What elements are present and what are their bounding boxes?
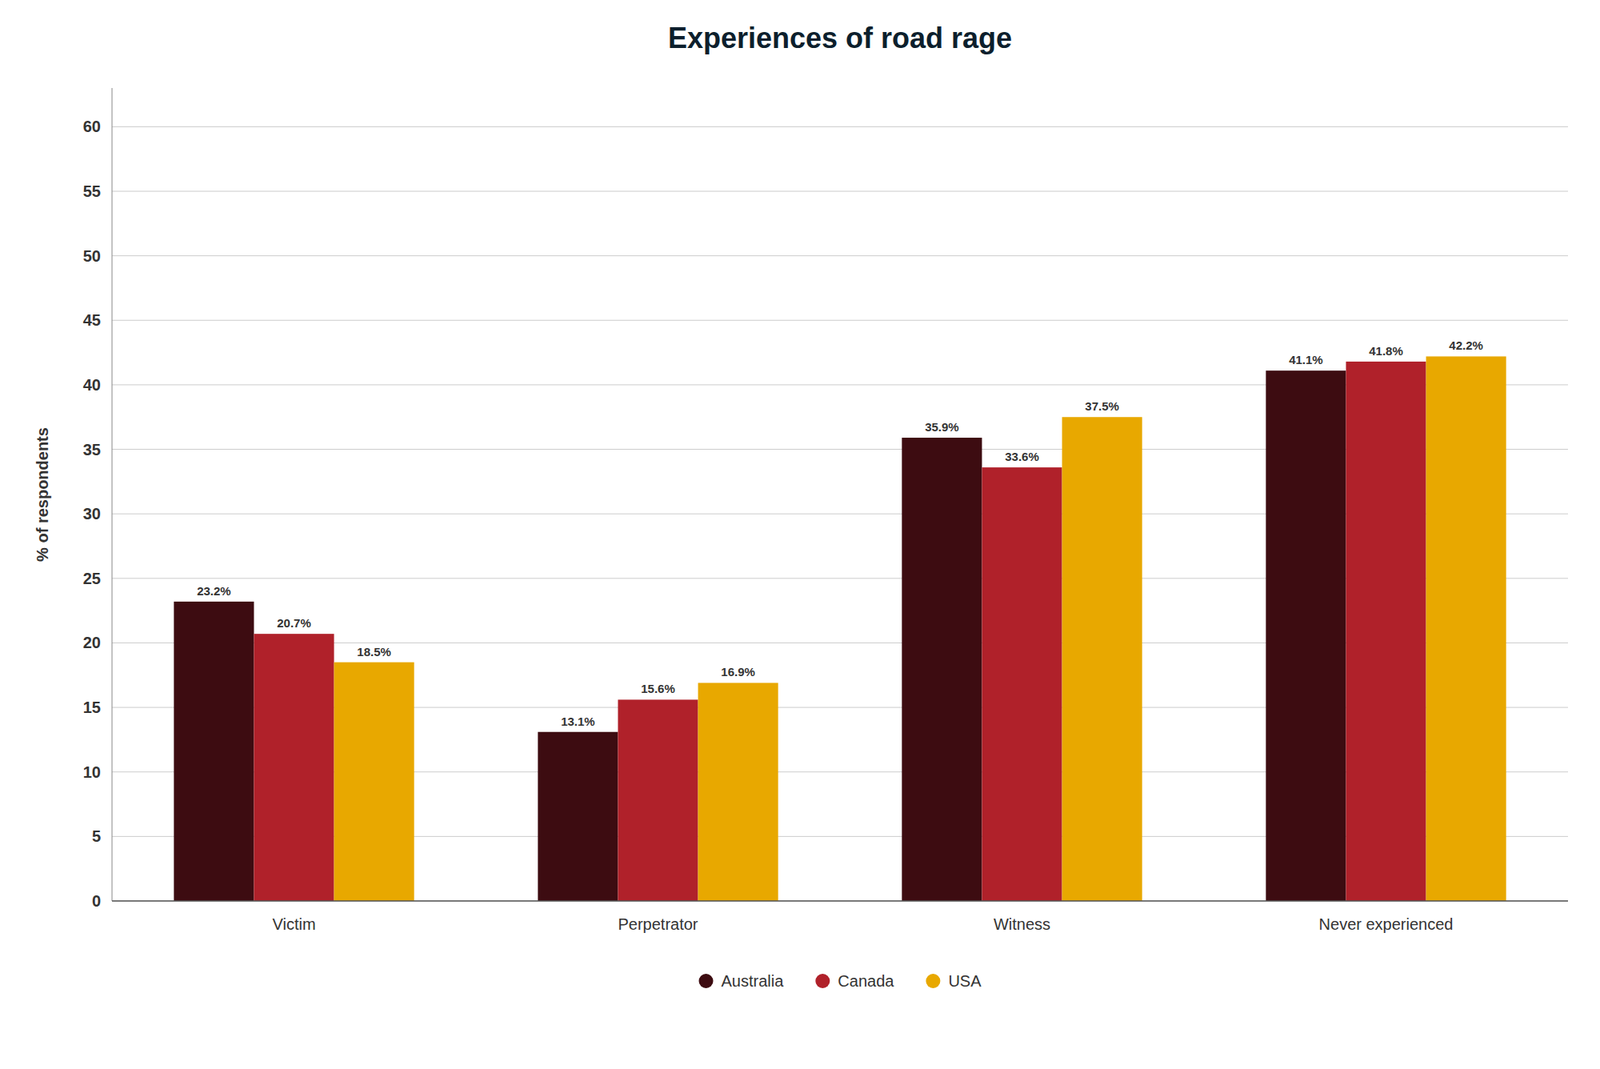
y-axis-label: % of respondents (33, 427, 52, 562)
data-label: 15.6% (640, 681, 676, 696)
bar (537, 732, 618, 901)
bar (334, 662, 415, 901)
data-label: 16.9% (720, 664, 756, 679)
grid-line (112, 126, 1568, 128)
grid (112, 126, 1568, 901)
y-tick-label: 25 (83, 569, 101, 588)
chart-container: Experiences of road rage 0 5 10 15 20 25 30 35 40… (0, 0, 1600, 1069)
legend-label: Australia (721, 972, 785, 990)
legend-swatch (925, 973, 940, 988)
legend: Australia Canada USA (699, 972, 983, 990)
bar (253, 633, 334, 901)
legend-item: Australia (699, 972, 785, 990)
bar (981, 467, 1062, 901)
legend-swatch (815, 973, 830, 988)
title: Experiences of road rage (668, 21, 1012, 55)
legend-label: USA (948, 972, 982, 990)
data-label: 13.1% (560, 714, 596, 728)
x-axis-line (112, 900, 1568, 902)
legend-item: Canada (815, 972, 895, 990)
y-tick-label: 30 (83, 504, 101, 523)
legend-item: USA (925, 972, 982, 990)
bars (173, 356, 1506, 901)
y-tick-label: 50 (83, 247, 101, 265)
grid-line (112, 191, 1568, 192)
y-tick-label: 35 (83, 440, 101, 459)
x-tick-label: Victim (272, 915, 316, 933)
data-label: 42.2% (1448, 338, 1484, 352)
data-label: 18.5% (356, 644, 392, 659)
bar (1345, 361, 1426, 901)
legend-label: Canada (837, 972, 895, 990)
y-tick-label: 15 (83, 698, 101, 716)
x-tick-label: Never experienced (1319, 915, 1454, 933)
x-tick-label: Perpetrator (617, 915, 698, 933)
y-tick-label: 55 (83, 182, 101, 200)
data-label: 35.9% (924, 420, 960, 434)
y-tick-label: 60 (83, 117, 101, 136)
bar (1265, 370, 1346, 901)
data-label: 41.1% (1288, 352, 1324, 367)
bar (698, 682, 779, 901)
y-tick-label: 10 (83, 763, 101, 781)
chart: Experiences of road rage 0 5 10 15 20 25 30 35 40… (0, 0, 1600, 1069)
bar (1062, 416, 1143, 901)
y-tick-label: 40 (83, 376, 101, 394)
y-tick-label: 5 (92, 827, 101, 845)
data-label: 41.8% (1368, 344, 1404, 358)
y-tick-label: 45 (83, 311, 101, 329)
data-labels: 23.2% 13.1% 35.9% 41.1% 20.7% 15.6% 33.6% 41.8%… (196, 338, 1484, 728)
y-axis-line (112, 88, 113, 901)
legend-swatch (699, 973, 714, 988)
grid-line (112, 900, 1568, 902)
grid-line (112, 320, 1568, 321)
bar (901, 437, 982, 901)
bar (173, 601, 254, 901)
y-tick-label: 20 (83, 633, 101, 652)
data-label: 20.7% (276, 616, 312, 630)
bar (1426, 356, 1507, 901)
data-label: 37.5% (1084, 399, 1120, 413)
bar (617, 699, 698, 901)
page: {"chart_data": { "type": "bar", "title":… (0, 0, 1600, 1069)
x-tick-label: Witness (993, 915, 1051, 933)
y-tick-label: 0 (92, 892, 101, 910)
data-label: 33.6% (1004, 449, 1040, 464)
grid-line (112, 255, 1568, 256)
data-label: 23.2% (196, 584, 232, 598)
